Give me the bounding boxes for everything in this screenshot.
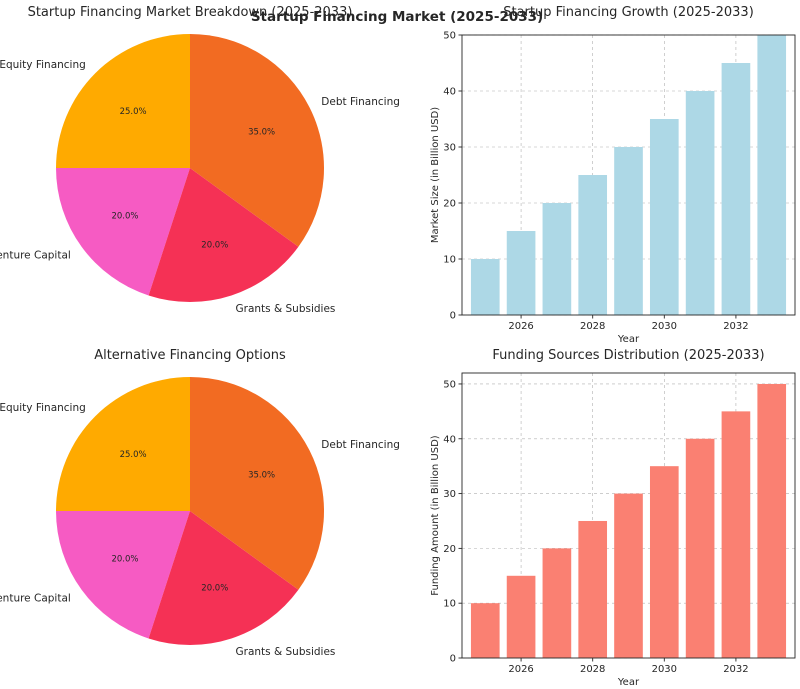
y-tick-label-50: 50: [443, 379, 456, 390]
x-axis-label: Year: [617, 334, 640, 345]
bar-2029: [614, 493, 643, 658]
pie-slice-equity-financing: [56, 377, 190, 511]
pie-slice-debt-financing: [190, 377, 324, 590]
x-tick-label-2030: 2030: [652, 321, 677, 332]
slice-label-equity-financing: Equity Financing: [0, 402, 86, 414]
slice-label-grants-subsidies: Grants & Subsidies: [236, 646, 336, 658]
pie-slice-venture-capital: [56, 168, 190, 296]
bar-2027: [542, 203, 572, 315]
bar-chart-funding-sources: Funding Sources Distribution (2025-2033)…: [430, 348, 796, 688]
x-axis-label: Year: [617, 677, 640, 688]
bar-2030: [649, 466, 679, 658]
y-tick-label-20: 20: [443, 199, 456, 210]
x-tick-label-2028: 2028: [580, 664, 605, 675]
slice-label-equity-financing: Equity Financing: [0, 59, 86, 71]
bar-2026: [506, 231, 536, 315]
slice-percent-venture-capital: 20.0%: [111, 211, 138, 221]
y-tick-label-40: 40: [443, 434, 456, 445]
x-tick-label-2030: 2030: [652, 664, 677, 675]
bar-2032: [721, 411, 751, 658]
y-tick-label-10: 10: [443, 255, 456, 266]
pie-slice-debt-financing: [190, 34, 324, 247]
slice-percent-grants-subsidies: 20.0%: [201, 584, 228, 594]
y-tick-label-30: 30: [443, 489, 456, 500]
slice-percent-equity-financing: 25.0%: [120, 450, 147, 460]
x-tick-label-2032: 2032: [723, 321, 748, 332]
chart-title: Alternative Financing Options: [94, 348, 286, 363]
bar-2028: [578, 175, 608, 315]
y-tick-label-30: 30: [443, 143, 456, 154]
bar-2026: [506, 575, 536, 658]
bar-2029: [614, 147, 643, 315]
bar-2025: [470, 603, 500, 658]
chart-title: Startup Financing Growth (2025-2033): [503, 5, 754, 20]
pie-chart-market-breakdown: Startup Financing Market Breakdown (2025…: [0, 5, 400, 315]
y-tick-label-50: 50: [443, 31, 456, 42]
bar-2031: [685, 438, 715, 658]
plot-frame: [461, 372, 796, 659]
slice-percent-debt-financing: 35.0%: [248, 471, 275, 481]
x-tick-label-2028: 2028: [580, 321, 605, 332]
slice-percent-debt-financing: 35.0%: [248, 128, 275, 138]
bar-2028: [578, 520, 608, 658]
chart-title: Startup Financing Market Breakdown (2025…: [28, 5, 353, 20]
x-tick-label-2032: 2032: [723, 664, 748, 675]
slice-percent-equity-financing: 25.0%: [120, 107, 147, 117]
bar-2033: [757, 383, 787, 658]
y-axis-label: Funding Amount (in Billion USD): [430, 435, 441, 596]
pie-slice-venture-capital: [56, 511, 190, 639]
bar-2027: [542, 548, 572, 658]
y-axis-label: Market Size (in Billion USD): [430, 107, 441, 243]
bar-chart-financing-growth: Startup Financing Growth (2025-2033) 2026…: [430, 5, 796, 345]
y-tick-label-0: 0: [450, 311, 456, 322]
y-tick-label-40: 40: [443, 87, 456, 98]
pie-slice-grants-subsidies: [148, 168, 299, 302]
bar-2033: [757, 35, 787, 315]
pie-chart-alternative-financing: Alternative Financing Options Equity Fina…: [0, 348, 400, 658]
slice-label-venture-capital: Venture Capital: [0, 593, 71, 605]
pie-slice-equity-financing: [56, 34, 190, 168]
slice-label-debt-financing: Debt Financing: [321, 96, 400, 108]
slice-label-grants-subsidies: Grants & Subsidies: [236, 303, 336, 315]
slice-percent-venture-capital: 20.0%: [111, 554, 138, 564]
bar-2032: [721, 63, 751, 315]
slice-percent-grants-subsidies: 20.0%: [201, 241, 228, 251]
plot-frame: [461, 34, 796, 316]
chart-title: Funding Sources Distribution (2025-2033): [492, 348, 764, 363]
pie-slice-grants-subsidies: [148, 511, 299, 645]
bar-2030: [649, 119, 679, 315]
x-tick-label-2026: 2026: [508, 321, 533, 332]
slice-label-venture-capital: Venture Capital: [0, 250, 71, 262]
y-tick-label-20: 20: [443, 544, 456, 555]
y-tick-label-0: 0: [450, 654, 456, 665]
bar-2031: [685, 91, 715, 315]
x-tick-label-2026: 2026: [508, 664, 533, 675]
bar-2025: [470, 259, 500, 315]
slice-label-debt-financing: Debt Financing: [321, 439, 400, 451]
figure-title: Startup Financing Market (2025-2033): [251, 9, 543, 25]
y-tick-label-10: 10: [443, 599, 456, 610]
